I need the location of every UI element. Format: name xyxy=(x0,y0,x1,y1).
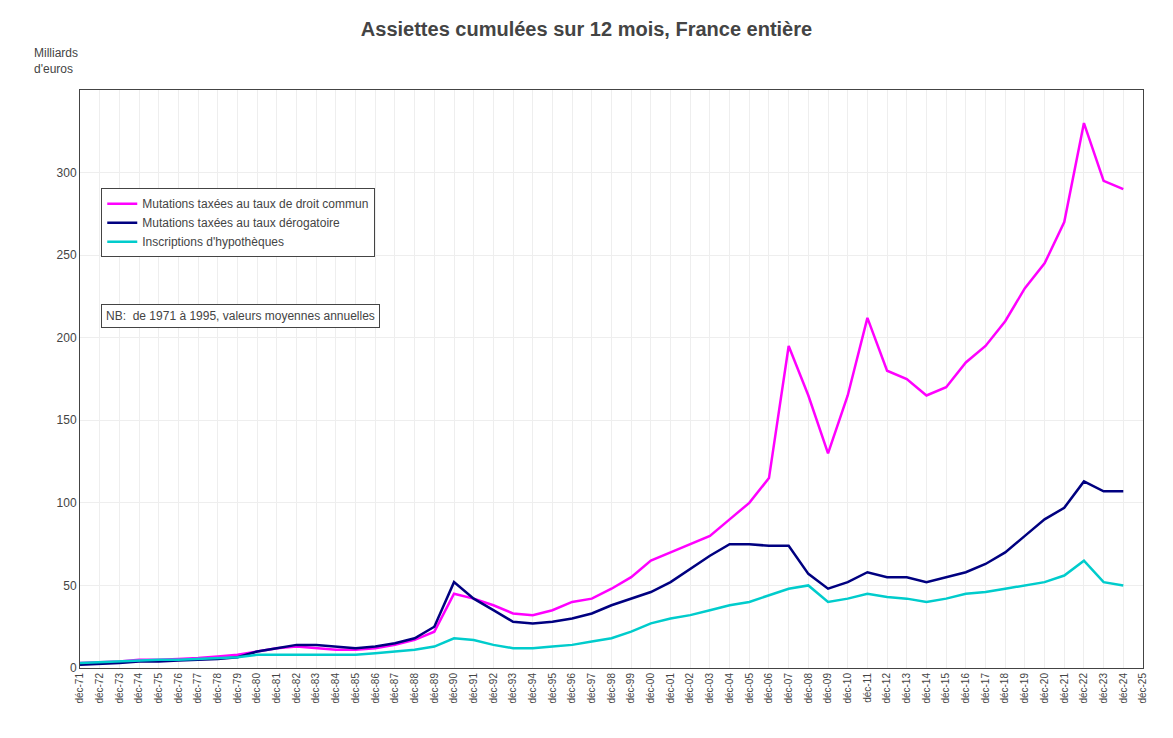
svg-text:déc-81: déc-81 xyxy=(271,673,282,704)
svg-text:0: 0 xyxy=(70,661,77,675)
svg-text:déc-25: déc-25 xyxy=(1137,673,1148,704)
svg-text:déc-07: déc-07 xyxy=(783,673,794,704)
svg-text:déc-21: déc-21 xyxy=(1059,673,1070,704)
svg-text:déc-89: déc-89 xyxy=(429,673,440,704)
svg-text:déc-24: déc-24 xyxy=(1118,673,1129,704)
svg-text:déc-01: déc-01 xyxy=(665,673,676,704)
svg-text:déc-00: déc-00 xyxy=(645,673,656,704)
svg-text:déc-72: déc-72 xyxy=(94,673,105,704)
svg-text:déc-87: déc-87 xyxy=(389,673,400,704)
svg-text:Milliardsd'euros: Milliardsd'euros xyxy=(34,46,78,76)
svg-text:déc-11: déc-11 xyxy=(862,673,873,703)
svg-text:Mutations taxées au taux dérog: Mutations taxées au taux dérogatoire xyxy=(142,216,340,230)
svg-text:déc-04: déc-04 xyxy=(724,673,735,704)
svg-text:déc-10: déc-10 xyxy=(842,673,853,704)
svg-text:déc-05: déc-05 xyxy=(744,673,755,704)
svg-text:Mutations taxées au taux de dr: Mutations taxées au taux de droit commun xyxy=(142,197,368,211)
svg-text:déc-92: déc-92 xyxy=(488,673,499,704)
svg-text:déc-83: déc-83 xyxy=(310,673,321,704)
svg-text:déc-85: déc-85 xyxy=(350,673,361,704)
svg-text:déc-96: déc-96 xyxy=(566,673,577,704)
svg-text:déc-03: déc-03 xyxy=(704,673,715,704)
svg-text:250: 250 xyxy=(57,248,77,262)
svg-text:déc-80: déc-80 xyxy=(251,673,262,704)
svg-text:déc-14: déc-14 xyxy=(921,673,932,704)
svg-text:déc-79: déc-79 xyxy=(232,673,243,704)
svg-text:déc-16: déc-16 xyxy=(960,673,971,704)
svg-text:déc-95: déc-95 xyxy=(547,673,558,704)
svg-text:déc-02: déc-02 xyxy=(684,673,695,704)
svg-text:déc-84: déc-84 xyxy=(330,673,341,704)
svg-text:déc-94: déc-94 xyxy=(527,673,538,704)
svg-text:déc-17: déc-17 xyxy=(980,673,991,704)
svg-text:déc-09: déc-09 xyxy=(822,673,833,704)
svg-text:déc-71: déc-71 xyxy=(74,673,85,704)
svg-text:déc-75: déc-75 xyxy=(153,673,164,704)
svg-text:déc-20: déc-20 xyxy=(1039,673,1050,704)
svg-text:déc-78: déc-78 xyxy=(212,673,223,704)
svg-text:déc-74: déc-74 xyxy=(133,673,144,704)
svg-text:déc-97: déc-97 xyxy=(586,673,597,704)
svg-text:100: 100 xyxy=(57,496,77,510)
svg-text:déc-93: déc-93 xyxy=(507,673,518,704)
svg-text:déc-06: déc-06 xyxy=(763,673,774,704)
svg-text:300: 300 xyxy=(57,166,77,180)
svg-text:déc-90: déc-90 xyxy=(448,673,459,704)
svg-text:50: 50 xyxy=(63,579,77,593)
svg-text:déc-76: déc-76 xyxy=(173,673,184,704)
svg-text:NB: de 1971 à 1995, valeurs m: NB: de 1971 à 1995, valeurs moyennes ann… xyxy=(106,309,375,323)
svg-text:150: 150 xyxy=(57,413,77,427)
svg-text:Inscriptions d'hypothèques: Inscriptions d'hypothèques xyxy=(142,235,284,249)
svg-text:déc-22: déc-22 xyxy=(1078,673,1089,704)
svg-text:déc-15: déc-15 xyxy=(940,673,951,704)
svg-text:déc-12: déc-12 xyxy=(881,673,892,704)
svg-text:déc-13: déc-13 xyxy=(901,673,912,704)
svg-text:déc-23: déc-23 xyxy=(1098,673,1109,704)
svg-text:déc-98: déc-98 xyxy=(606,673,617,704)
svg-text:déc-88: déc-88 xyxy=(409,673,420,704)
svg-text:déc-91: déc-91 xyxy=(468,673,479,704)
svg-text:200: 200 xyxy=(57,331,77,345)
svg-text:déc-86: déc-86 xyxy=(370,673,381,704)
svg-text:Assiettes cumulées sur 12 mois: Assiettes cumulées sur 12 mois, France e… xyxy=(361,18,812,40)
svg-text:déc-99: déc-99 xyxy=(625,673,636,704)
svg-text:déc-73: déc-73 xyxy=(114,673,125,704)
svg-text:déc-08: déc-08 xyxy=(803,673,814,704)
svg-text:déc-18: déc-18 xyxy=(999,673,1010,704)
svg-text:déc-82: déc-82 xyxy=(291,673,302,704)
svg-text:déc-19: déc-19 xyxy=(1019,673,1030,704)
svg-text:déc-77: déc-77 xyxy=(192,673,203,704)
